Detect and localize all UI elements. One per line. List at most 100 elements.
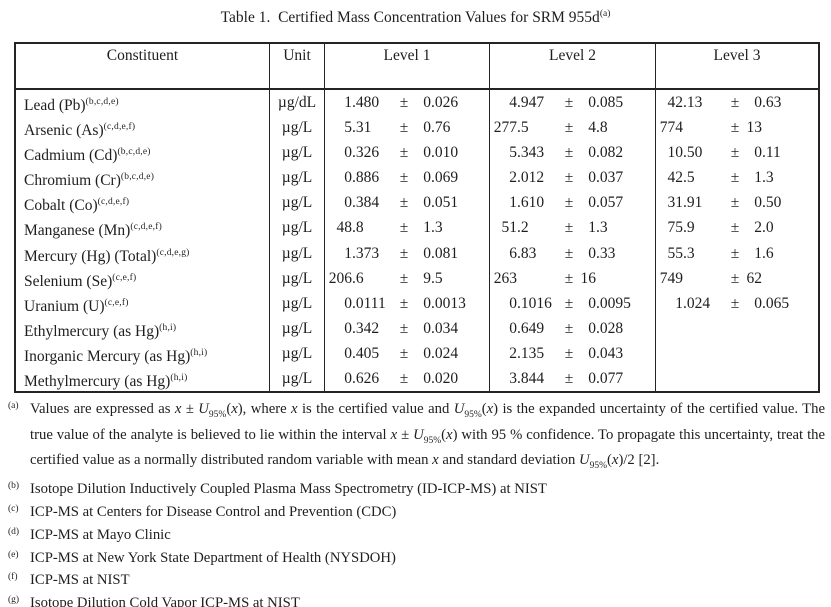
uncertainty-int: 0	[588, 94, 596, 111]
footnote: (c) ICP-MS at Centers for Disease Control…	[8, 500, 825, 523]
constituent-footnote-refs: (h,i)	[190, 347, 208, 358]
footnote-label: (e)	[8, 549, 19, 560]
unit-cell: µg/L	[270, 215, 325, 241]
unit-cell: µg/L	[270, 340, 325, 367]
plus-minus-symbol: ±	[399, 144, 409, 162]
footnote-a-segment: (	[441, 426, 447, 443]
footnote-a-segment: x	[432, 452, 439, 469]
plus-minus-symbol: ±	[730, 144, 740, 162]
certified-value-frac	[517, 266, 560, 291]
certified-value-frac: .9	[683, 219, 695, 237]
certified-value-frac: .135	[517, 344, 545, 362]
footnote-a-subscript: 95%	[464, 409, 482, 420]
constituent-cell: Inorganic Mercury (as Hg)(h,i)	[16, 340, 270, 367]
level3-cell	[656, 316, 818, 341]
constituent-name: Lead (Pb)	[24, 97, 86, 115]
certified-value-frac: .844	[517, 370, 545, 388]
footnote-a-segment: (	[607, 452, 612, 469]
level1-cell: 0.405 ±0.024	[325, 340, 490, 367]
uncertainty-frac: .76	[431, 119, 451, 137]
certified-value-int: 55	[667, 244, 684, 262]
level3-cell: 774 ±13	[656, 115, 818, 140]
table-header-row: Constituent Unit Level 1 Level 2 Level 3	[16, 44, 818, 90]
uncertainty-int: 0	[423, 319, 431, 337]
certified-value-int: 277	[493, 119, 517, 137]
table-row: Chromium (Cr)(b,c,d,e) µg/L 0.886 ±0.069 2.0…	[16, 165, 818, 191]
footnote: (f) ICP-MS at NIST	[8, 568, 825, 591]
level3-cell	[656, 341, 818, 366]
level1-cell: 48.8 ±1.3	[325, 215, 490, 241]
certified-value-int: 0	[509, 294, 517, 312]
uncertainty-frac: .077	[596, 370, 624, 388]
constituent-name: Uranium (U)	[24, 297, 105, 315]
plus-minus-symbol: ±	[399, 169, 409, 187]
level2-cell: 2.135 ±0.043	[490, 340, 656, 367]
plus-minus-symbol: ±	[399, 219, 409, 237]
footnote-a-segment: ±	[181, 401, 199, 417]
uncertainty-frac: .33	[596, 244, 616, 262]
certified-value-int: 0	[344, 169, 352, 187]
constituent-cell: Lead (Pb)(b,c,d,e)	[16, 90, 270, 116]
constituent-cell: Ethylmercury (as Hg)(h,i)	[16, 315, 270, 341]
uncertainty-frac: .028	[596, 319, 624, 337]
certified-value-frac: .5	[517, 119, 529, 137]
certified-value-int: 0	[344, 319, 352, 337]
footnote-a: (a) Values are expressed as x ± U95%(x), …	[8, 397, 825, 477]
title-text: Table 1. Certified Mass Concentration Va…	[220, 9, 600, 27]
table-row: Uranium (U)(c,e,f) µg/L 0.0111 ±0.0013 0.101…	[16, 290, 818, 316]
uncertainty-frac: .043	[596, 344, 624, 362]
constituent-footnote-refs: (c,d,e,f)	[130, 222, 162, 233]
footnote-a-segment: x	[174, 401, 182, 417]
constituent-footnote-refs: (c,d,e,f)	[97, 197, 130, 208]
level1-cell: 1.373 ±0.081	[325, 240, 490, 266]
plus-minus-symbol: ±	[399, 319, 409, 337]
footnote-a-segment: x	[390, 426, 398, 443]
footnote-label: (g)	[8, 595, 20, 606]
footnote-a-segment: ), where	[237, 401, 292, 417]
level1-cell: 0.342 ±0.034	[325, 315, 490, 341]
footnote-a-segment: is the certified value and	[297, 401, 454, 417]
unit-cell: µg/L	[270, 240, 325, 266]
level2-cell: 1.610 ±0.057	[490, 190, 656, 216]
table-row: Methylmercury (as Hg)(h,i) µg/L 0.626 ±0.02…	[16, 366, 818, 392]
uncertainty-int: 0	[423, 169, 431, 187]
certified-value-frac	[683, 266, 726, 291]
uncertainty-int: 0	[423, 244, 431, 262]
uncertainty-int: 0	[423, 94, 431, 111]
plus-minus-symbol: ±	[730, 269, 740, 287]
footnote-a-segment: ) is the expanded uncertainty of the cer…	[30, 401, 825, 443]
plus-minus-symbol: ±	[564, 294, 574, 312]
plus-minus-symbol: ±	[730, 194, 740, 212]
certified-value-frac: .342	[352, 319, 380, 337]
certified-value-int: 42	[667, 169, 684, 187]
uncertainty-int: 2	[754, 219, 762, 237]
footnote-a-segment: U	[413, 426, 424, 443]
uncertainty-frac: .8	[596, 119, 608, 137]
table-row: Selenium (Se)(c,e,f) µg/L 206.6 ±9.5 263 ±16 7…	[16, 265, 818, 291]
footnote-text: ICP-MS at Mayo Clinic	[30, 526, 171, 543]
footnote-text: Isotope Dilution Inductively Coupled Pla…	[30, 481, 547, 498]
constituent-name: Manganese (Mn)	[24, 222, 131, 240]
plus-minus-symbol: ±	[399, 94, 409, 111]
uncertainty-int: 0	[588, 144, 596, 162]
footnotes: (a) Values are expressed as x ± U95%(x), …	[8, 397, 825, 607]
constituent-cell: Manganese (Mn)(c,d,e,f)	[16, 215, 270, 241]
footnote-label: (d)	[8, 526, 20, 537]
constituent-footnote-refs: (h,i)	[159, 322, 177, 333]
constituent-cell: Cadmium (Cd)(b,c,d,e)	[16, 140, 270, 166]
level2-cell: 4.947 ±0.085	[490, 90, 656, 116]
constituent-cell: Methylmercury (as Hg)(h,i)	[16, 366, 270, 392]
certified-value-frac: .343	[517, 144, 545, 162]
footnote-a-segment: U	[453, 401, 465, 417]
certified-value-int: 774	[659, 119, 683, 137]
plus-minus-symbol: ±	[564, 144, 574, 162]
unit-cell: µg/L	[270, 165, 325, 191]
uncertainty-int: 0	[588, 244, 596, 262]
footnote-text: ICP-MS at NIST	[30, 572, 130, 589]
certified-value-int: 48	[336, 219, 353, 237]
plus-minus-symbol: ±	[399, 269, 409, 287]
uncertainty-int: 0	[588, 344, 596, 362]
certified-value-frac: .6	[352, 269, 364, 287]
uncertainty-frac: .010	[431, 144, 459, 162]
plus-minus-symbol: ±	[564, 319, 574, 337]
